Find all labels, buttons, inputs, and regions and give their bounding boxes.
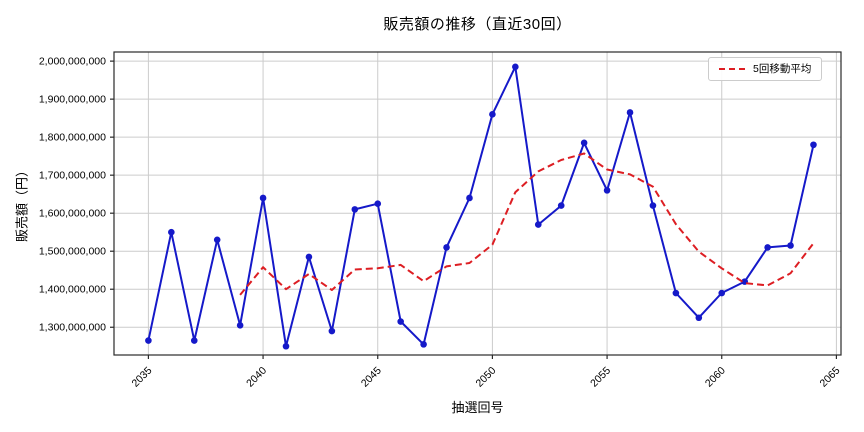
y-tick-label: 1,600,000,000: [39, 208, 106, 220]
x-tick-label: 2065: [818, 365, 843, 390]
legend-ma-label: 5回移動平均: [753, 63, 812, 75]
sales-data-point: [810, 141, 817, 149]
sales-data-point: [649, 202, 657, 209]
x-tick-label: 2060: [703, 365, 728, 390]
sales-data-point: [190, 337, 198, 344]
sales-data-point: [672, 289, 680, 297]
sales-data-point: [397, 318, 404, 325]
chart-title: 販売額の推移（直近30回）: [383, 16, 572, 33]
sales-data-point: [305, 253, 313, 261]
sales-data-point: [557, 202, 565, 209]
sales-data-point: [168, 228, 175, 236]
y-tick-label: 1,400,000,000: [39, 284, 106, 296]
x-tick-label: 2040: [244, 365, 269, 390]
sales-data-point: [580, 139, 588, 147]
x-tick-label: 2035: [130, 365, 155, 390]
sales-data-point: [534, 221, 542, 228]
sales-data-point: [259, 194, 267, 202]
sales-data-point: [236, 322, 244, 329]
x-tick-label: 2045: [359, 365, 384, 390]
x-axis-title: 抽選回号: [451, 400, 504, 415]
sales-data-point: [695, 314, 703, 322]
y-tick-label: 1,700,000,000: [39, 170, 106, 182]
sales-data-point: [787, 242, 794, 249]
sales-data-point: [145, 337, 152, 344]
y-tick-label: 1,800,000,000: [39, 132, 106, 144]
sales-line-series: [147, 65, 815, 348]
y-tick-label: 2,000,000,000: [39, 56, 106, 68]
moving-average-series: [239, 152, 815, 296]
sales-data-point: [443, 244, 450, 251]
sales-data-point: [512, 63, 519, 71]
sales-data-point: [420, 341, 427, 348]
sales-data-point: [718, 289, 726, 297]
y-tick-label: 1,500,000,000: [39, 246, 106, 258]
x-tick-label: 2055: [588, 365, 613, 390]
sales-data-point: [626, 109, 634, 116]
sales-data-point: [328, 327, 336, 335]
sales-data-point: [764, 244, 771, 251]
x-tick-label: 2050: [474, 365, 499, 390]
sales-data-point: [466, 194, 473, 202]
sales-data-point: [603, 187, 611, 194]
sales-data-point: [351, 206, 359, 213]
y-tick-label: 1,900,000,000: [39, 94, 106, 106]
y-tick-label: 1,300,000,000: [39, 322, 106, 334]
sales-data-point: [489, 111, 496, 118]
plot-frame: [113, 51, 842, 356]
sales-data-point: [213, 236, 221, 244]
sales-data-point: [282, 342, 290, 350]
sales-data-point: [374, 200, 382, 207]
legend-dashed-line-sample: [719, 68, 745, 70]
legend: 5回移動平均: [708, 57, 823, 81]
